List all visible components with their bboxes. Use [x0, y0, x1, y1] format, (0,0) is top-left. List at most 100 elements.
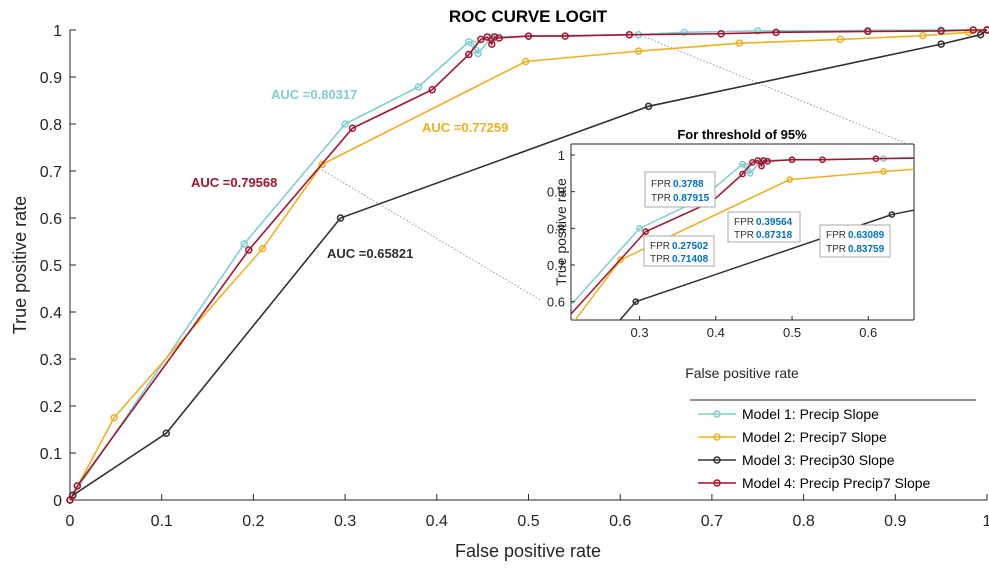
legend[interactable]: Model 1: Precip Slope Model 2: Precip7 Sl… — [690, 399, 976, 492]
x-tick-label: 0.7 — [701, 513, 723, 530]
datatip-2-fpr-value: 0.39564 — [756, 217, 793, 228]
data-point-model-4[interactable] — [348, 124, 357, 132]
x-tick-label: 0.1 — [151, 513, 173, 530]
data-point-model-4[interactable] — [561, 32, 569, 40]
data-point-model-4[interactable] — [465, 50, 473, 59]
inset-data-point-model-2[interactable] — [880, 168, 887, 175]
data-point-model-2[interactable] — [919, 31, 927, 40]
legend-item-model-1[interactable]: Model 1: Precip Slope — [698, 406, 879, 422]
inset-data-point-model-4[interactable] — [788, 156, 796, 164]
inset-data-point-model-4[interactable] — [739, 170, 746, 178]
inset-data-point-model-4[interactable] — [754, 157, 762, 164]
inset-y-tick-label: 1 — [558, 148, 565, 163]
inset-data-point-model-3[interactable] — [888, 211, 896, 218]
data-point-model-3[interactable] — [976, 30, 985, 39]
inset-data-point-model-3[interactable] — [632, 298, 640, 306]
inset-data-point-model-4[interactable] — [819, 156, 826, 164]
inset-data-point-model-2[interactable] — [786, 176, 794, 183]
inset-data-point-model-4[interactable] — [642, 228, 650, 235]
inset-y-tick-label: 0.6 — [547, 295, 565, 310]
inset-data-point-model-2[interactable] — [965, 163, 970, 168]
inset-data-point-model-4[interactable] — [950, 155, 955, 160]
x-tick-label: 0.9 — [884, 513, 906, 530]
data-point-model-1[interactable] — [680, 28, 689, 37]
data-point-model-2[interactable] — [634, 47, 643, 55]
inset-data-point-model-4[interactable] — [408, 519, 413, 524]
datatip-4[interactable]: FPR 0.63089 TPR 0.83759 — [819, 224, 891, 258]
inset-data-point-model-2[interactable] — [617, 256, 624, 264]
inset-data-point-model-4[interactable] — [557, 324, 562, 329]
data-point-model-4[interactable] — [73, 482, 82, 490]
data-point-model-1[interactable] — [754, 27, 762, 35]
inset-data-point-model-3[interactable] — [488, 467, 493, 472]
data-point-model-2[interactable] — [836, 35, 845, 44]
data-point-model-2[interactable] — [110, 414, 118, 422]
datatip-2-fpr-key: FPR — [734, 217, 754, 228]
data-point-model-3[interactable] — [937, 40, 945, 48]
inset-data-point-model-3[interactable] — [408, 519, 413, 524]
datatip-2[interactable]: FPR 0.39564 TPR 0.87318 — [727, 211, 801, 243]
inset-data-point-model-1[interactable] — [746, 169, 754, 177]
data-point-model-4[interactable] — [772, 28, 780, 37]
inset-data-point-model-2[interactable] — [408, 519, 413, 524]
inset-data-point-model-4[interactable] — [764, 157, 772, 165]
inset-data-point-model-1[interactable] — [980, 153, 985, 158]
data-point-model-4[interactable] — [864, 27, 872, 36]
data-point-model-4[interactable] — [477, 35, 485, 44]
inset-data-point-model-1[interactable] — [919, 154, 924, 159]
inset-y-tick-label: 0.9 — [547, 185, 565, 200]
inset-data-point-model-2[interactable] — [411, 515, 416, 520]
inset-data-point-model-1[interactable] — [411, 515, 416, 520]
data-point-model-2[interactable] — [521, 57, 530, 66]
datatip-1[interactable]: FPR 0.3788 TPR 0.87915 — [644, 171, 716, 208]
inset-data-point-model-4[interactable] — [414, 508, 419, 513]
inset-data-point-model-4[interactable] — [758, 162, 765, 170]
x-tick-label: 1 — [983, 513, 989, 530]
data-point-model-1[interactable] — [341, 120, 349, 128]
inset-data-point-model-3[interactable] — [411, 515, 416, 520]
data-point-model-4[interactable] — [66, 496, 74, 504]
datatip-3[interactable]: FPR 0.27502 TPR 0.71408 — [643, 235, 715, 267]
data-point-model-4[interactable] — [983, 26, 989, 34]
legend-item-model-4[interactable]: Model 4: Precip Precip7 Slope — [698, 475, 931, 491]
data-point-model-4[interactable] — [495, 34, 503, 42]
datatip-3-tpr-key: TPR — [650, 254, 670, 265]
y-tick-label: 0 — [53, 493, 62, 510]
data-point-model-2[interactable] — [258, 244, 267, 253]
inset-data-point-model-4[interactable] — [760, 157, 768, 164]
y-tick-label: 0.9 — [40, 70, 62, 87]
data-point-model-4[interactable] — [717, 30, 725, 38]
data-point-model-4[interactable] — [488, 40, 496, 48]
data-point-model-3[interactable] — [162, 429, 171, 438]
data-point-model-2[interactable] — [318, 160, 326, 169]
data-point-model-4[interactable] — [937, 27, 945, 35]
x-tick-label: 0.4 — [426, 513, 448, 530]
data-point-model-2[interactable] — [735, 39, 744, 47]
data-point-model-3[interactable] — [336, 214, 345, 222]
data-point-model-4[interactable] — [483, 33, 491, 41]
data-point-model-1[interactable] — [474, 49, 482, 58]
data-point-model-1[interactable] — [240, 240, 248, 248]
legend-swatch-marker — [713, 479, 721, 487]
data-point-model-4[interactable] — [245, 246, 253, 254]
data-point-model-4[interactable] — [625, 30, 634, 39]
series-line-model-1 — [69, 29, 987, 501]
inset-data-point-model-4[interactable] — [872, 155, 880, 163]
data-point-model-4[interactable] — [428, 85, 436, 94]
data-point-model-3[interactable] — [644, 102, 653, 111]
inset-data-point-model-2[interactable] — [445, 455, 450, 460]
data-point-model-1[interactable] — [414, 83, 423, 91]
legend-item-model-3[interactable]: Model 3: Precip30 Slope — [698, 452, 895, 468]
data-point-model-4[interactable] — [969, 26, 977, 34]
x-tick-label: 0.8 — [792, 513, 814, 530]
legend-item-model-2[interactable]: Model 2: Precip7 Slope — [698, 429, 887, 445]
inset-data-point-model-1[interactable] — [553, 319, 558, 324]
main-axes: 0 0.1 0.2 0.3 0.4 0.5 0.6 0.7 0.8 0.9 1 0 0.1 0.2 0.3… — [40, 23, 989, 530]
inset-data-point-model-2[interactable] — [568, 323, 573, 328]
data-point-model-4[interactable] — [524, 32, 533, 40]
data-point-model-4[interactable] — [490, 33, 499, 41]
inset-data-point-model-1[interactable] — [636, 224, 643, 232]
inset-data-point-model-1[interactable] — [408, 519, 413, 524]
y-tick-label: 0.1 — [40, 446, 62, 463]
